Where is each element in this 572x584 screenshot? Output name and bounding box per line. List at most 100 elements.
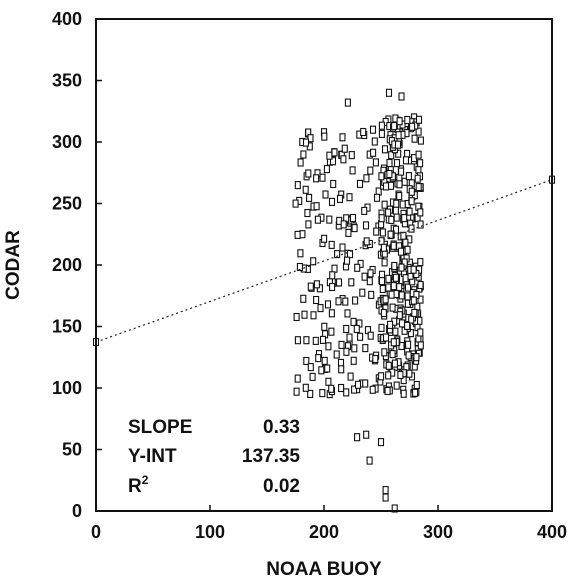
data-point [372,158,379,167]
y-tick-label: 250 [52,194,82,214]
data-point [294,230,301,239]
data-point [393,199,400,208]
data-point [345,228,352,237]
data-point [398,291,405,300]
data-point [307,282,314,291]
stat-value: 0.02 [263,476,300,497]
data-point [387,181,395,190]
data-point [367,331,374,340]
data-point [331,148,338,157]
stat-label: Y-INT [128,446,177,467]
data-point [405,172,412,181]
x-axis-title: NOAA BUOY [266,559,382,580]
data-point [388,215,395,224]
y-tick-label: 400 [52,9,82,29]
data-point [331,264,338,273]
data-point [379,284,386,294]
data-point [296,262,303,272]
data-point [402,156,410,165]
data-point [347,372,354,381]
data-point [341,144,348,153]
data-point [312,336,319,345]
data-point [301,310,308,319]
data-point [417,159,424,168]
data-point [369,125,377,134]
data-point [346,250,354,259]
data-point [373,193,381,202]
regression-line [95,179,553,343]
data-point [350,317,357,326]
data-point [307,134,314,143]
data-point [363,430,370,439]
data-point [379,228,386,237]
data-point [319,173,326,182]
data-point [370,148,377,157]
data-point [330,179,337,189]
data-point [391,122,398,131]
data-point [326,215,333,224]
data-point [396,311,403,320]
data-point [366,277,373,286]
data-point [328,384,335,393]
data-point [305,169,312,178]
data-point [328,309,335,318]
data-point [373,227,380,236]
data-point [378,172,385,181]
data-point [342,297,349,306]
data-point [378,372,385,381]
data-point [378,214,385,223]
data-point [354,263,361,272]
data-point [380,243,387,252]
data-point [388,151,395,160]
x-tick-label: 200 [309,522,339,542]
data-point [387,230,394,239]
data-point [407,329,414,338]
data-point [310,311,317,320]
data-point [307,363,314,372]
data-point [348,151,355,160]
plot-frame [95,18,553,512]
data-point [415,150,422,159]
data-point [329,271,336,280]
data-point [351,224,358,233]
data-point [389,303,396,312]
data-point [325,342,332,351]
data-point [404,115,411,125]
data-point [366,456,373,465]
data-point [398,167,405,176]
data-point [406,207,413,216]
data-point [385,88,393,97]
data-point [359,288,366,297]
data-point [385,361,392,370]
data-point [384,386,391,396]
data-point [303,356,310,366]
data-point [417,295,424,304]
data-point [361,272,368,281]
data-point [313,295,320,305]
data-point [307,389,314,398]
data-point [321,356,328,365]
x-tick-label: 300 [423,522,453,542]
x-tick-label: 0 [91,522,101,542]
data-point [328,327,335,336]
data-point [324,300,332,309]
data-point [417,136,424,145]
y-axis-title: CODAR [3,230,24,300]
data-point [338,340,345,349]
data-point [385,274,392,283]
y-tick-label: 150 [52,317,82,337]
data-point [378,277,386,286]
data-point [415,127,422,136]
data-point [292,199,299,208]
data-point [402,238,409,247]
data-point [349,213,357,223]
data-point [343,256,351,265]
data-point [372,354,379,364]
y-tick-label: 200 [52,255,82,275]
data-point [395,131,402,140]
data-point [309,372,316,381]
data-point [408,315,415,324]
data-point [411,134,418,143]
data-point [318,366,325,375]
data-point [362,221,370,230]
